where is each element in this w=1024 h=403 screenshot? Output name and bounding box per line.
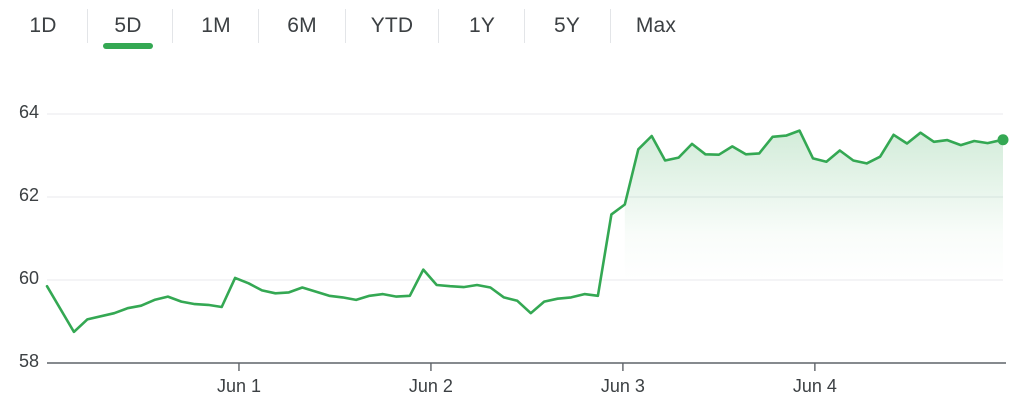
y-tick-label: 64 [19,102,39,122]
price-series-line [45,129,1005,334]
y-tick-label: 62 [19,185,39,205]
tab-label: YTD [370,14,414,37]
tab-divider [172,9,173,43]
tab-1d[interactable]: 1D [18,0,68,52]
tab-divider [438,9,439,43]
tab-divider [258,9,259,43]
tab-label: 1D [29,14,57,37]
tab-label: 5D [114,14,142,37]
tab-1y[interactable]: 1Y [457,0,507,52]
x-tick-label: Jun 3 [601,376,645,396]
selected-tab-indicator [103,43,153,49]
tab-6m[interactable]: 6M [272,0,332,52]
tab-divider [610,9,611,43]
tab-5y[interactable]: 5Y [542,0,592,52]
tab-label: 5Y [553,14,581,37]
tab-divider [524,9,525,43]
tab-label: 6M [287,14,317,37]
area-fill [624,130,1003,280]
y-tick-label: 60 [19,268,39,288]
tab-5d[interactable]: 5D [103,0,153,52]
y-tick-label: 58 [19,351,39,371]
tab-label: Max [635,14,677,37]
tab-ytd[interactable]: YTD [357,0,427,52]
tab-1m[interactable]: 1M [186,0,246,52]
range-tabs: 1D 5D 1M 6M YTD 1Y 5Y Max [0,0,1024,56]
x-tick-label: Jun 1 [217,376,261,396]
tab-divider [87,9,88,43]
tab-max[interactable]: Max [626,0,686,52]
last-price-point [997,134,1009,146]
tab-label: 1Y [468,14,496,37]
x-tick-label: Jun 4 [793,376,837,396]
tab-label: 1M [201,14,231,37]
x-tick-label: Jun 2 [409,376,453,396]
tab-divider [345,9,346,43]
